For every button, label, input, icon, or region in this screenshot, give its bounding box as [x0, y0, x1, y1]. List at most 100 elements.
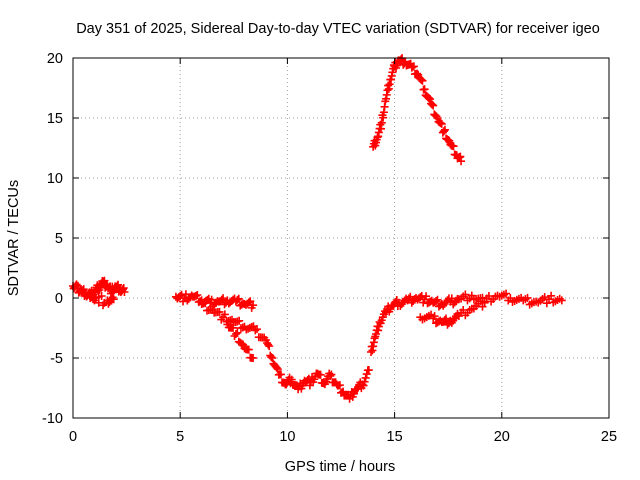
data-point	[234, 294, 243, 303]
data-point	[244, 324, 253, 333]
data-point	[429, 101, 438, 110]
data-point	[268, 354, 277, 362]
data-point	[360, 377, 369, 386]
data-point	[239, 340, 248, 349]
data-points	[69, 54, 566, 403]
data-point	[377, 118, 386, 127]
data-point	[287, 375, 296, 384]
data-point	[413, 69, 422, 78]
data-point	[245, 323, 254, 332]
data-point	[264, 340, 273, 349]
data-point	[439, 127, 448, 136]
data-point	[120, 288, 129, 296]
data-point	[359, 381, 368, 390]
data-point	[193, 291, 202, 299]
data-point	[432, 112, 441, 121]
data-point	[251, 326, 260, 335]
data-point	[335, 381, 344, 390]
y-tick-label: 0	[55, 291, 63, 307]
data-point	[540, 293, 549, 302]
data-point	[327, 370, 336, 379]
data-point	[316, 370, 325, 379]
data-point	[207, 295, 216, 304]
data-point	[361, 373, 370, 382]
data-point	[79, 285, 88, 294]
data-point	[461, 290, 470, 299]
data-point	[425, 95, 434, 104]
data-point	[433, 295, 442, 304]
data-point	[418, 76, 427, 85]
x-tick-label: 5	[176, 429, 184, 445]
data-point	[428, 100, 437, 109]
data-point	[114, 280, 123, 289]
data-point	[273, 365, 282, 374]
data-point	[437, 119, 446, 128]
data-point	[231, 330, 240, 338]
data-point	[557, 296, 566, 305]
data-point	[406, 292, 415, 301]
data-point	[229, 323, 238, 332]
data-point	[215, 307, 224, 316]
data-point	[449, 142, 458, 151]
y-tick-label: -5	[50, 351, 63, 367]
data-point	[417, 75, 426, 84]
data-point	[326, 372, 335, 380]
grid	[73, 58, 609, 418]
data-point	[176, 291, 185, 300]
data-point	[422, 292, 431, 301]
data-point	[249, 354, 258, 362]
data-point	[249, 301, 258, 310]
data-point	[445, 136, 454, 145]
data-point	[397, 55, 406, 64]
data-point	[480, 298, 489, 307]
data-point	[433, 114, 442, 122]
data-point	[416, 293, 425, 302]
data-point	[244, 345, 253, 354]
y-tick-label: 15	[47, 111, 63, 127]
data-point	[97, 292, 106, 300]
chart-title: Day 351 of 2025, Sidereal Day-to-day VTE…	[76, 21, 600, 37]
y-tick-label: 5	[55, 231, 63, 247]
data-point	[220, 310, 229, 319]
data-point	[476, 297, 485, 306]
data-point	[430, 312, 439, 321]
data-point	[109, 295, 118, 304]
data-point	[420, 85, 429, 94]
x-tick-label: 25	[601, 429, 617, 445]
data-point	[440, 125, 449, 134]
data-point	[233, 295, 242, 304]
data-point	[181, 290, 190, 299]
data-point	[235, 316, 244, 325]
data-point	[502, 289, 511, 298]
x-tick-label: 15	[387, 429, 403, 445]
y-tick-label: 20	[47, 51, 63, 67]
data-point	[432, 297, 441, 306]
data-point	[201, 299, 210, 308]
data-point	[457, 157, 466, 166]
data-point	[442, 314, 451, 323]
x-tick-label: 0	[69, 429, 77, 445]
x-axis-label: GPS time / hours	[285, 459, 395, 475]
data-point	[362, 370, 371, 379]
data-point	[276, 370, 285, 379]
x-tick-label: 20	[494, 429, 510, 445]
data-point	[547, 291, 556, 300]
y-tick-label: -10	[42, 411, 63, 427]
x-tick-label: 10	[279, 429, 295, 445]
data-point	[100, 276, 109, 285]
data-point	[364, 366, 373, 374]
y-axis-label: SDTVAR / TECUs	[6, 180, 22, 296]
data-point	[244, 298, 253, 307]
axis-ticks: 0 5 10 15 20 25 -10 -5 0 5 10 15 20	[42, 51, 617, 445]
data-point	[237, 339, 246, 348]
data-point	[409, 62, 418, 71]
data-point	[272, 363, 281, 372]
data-point	[523, 293, 532, 302]
data-point	[267, 353, 276, 362]
data-point	[424, 94, 433, 103]
data-point	[253, 325, 262, 334]
data-point	[219, 294, 228, 303]
data-point	[242, 325, 251, 334]
